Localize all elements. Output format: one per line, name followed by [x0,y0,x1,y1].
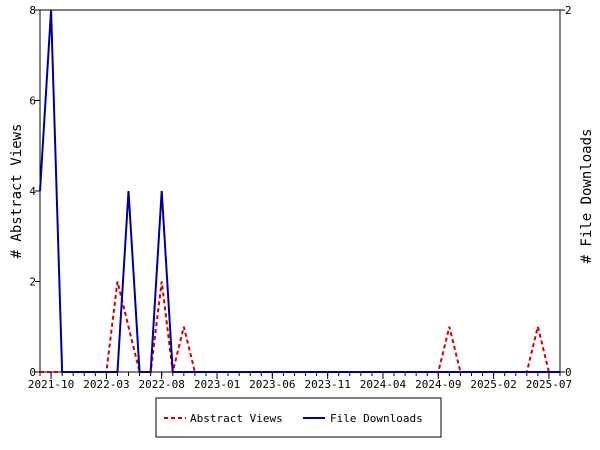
x-axis: 2021-10 2022-03 2022-08 2023-01 2023-06 2023-… [28,372,572,391]
left-axis-title: # Abstract Views [9,124,25,259]
left-y-tick-label: 4 [29,185,36,198]
right-y-axis: 02 [560,4,572,379]
legend: Abstract Views File Downloads [155,397,442,438]
left-y-axis: 0 2 4 6 8 [29,4,40,379]
x-tick-label: 2021-10 [28,378,74,391]
series-line-file-downloads [39,9,560,373]
x-tick-label: 2024-09 [415,378,461,391]
legend-box [155,397,442,438]
left-y-tick-label: 2 [29,276,36,289]
left-y-tick-label: 6 [29,95,36,108]
left-y-tick-label: 0 [29,366,36,379]
legend-label-abstract-views: Abstract Views [190,412,283,425]
series-line-abstract-views [40,281,560,373]
x-tick-label: 2022-08 [139,378,185,391]
x-tick-label: 2025-07 [526,378,572,391]
left-y-tick-label: 8 [29,4,36,17]
plot-area [39,9,561,373]
right-y-tick-label: 0 [565,366,572,379]
x-tick-label: 2025-02 [470,378,516,391]
right-axis-title: # File Downloads [579,129,595,264]
x-tick-label: 2023-11 [304,378,350,391]
legend-label-file-downloads: File Downloads [330,412,423,425]
series-layer [39,9,560,373]
x-tick-label: 2023-06 [249,378,295,391]
x-tick-label: 2023-01 [194,378,240,391]
right-y-tick-label: 2 [565,4,572,17]
x-tick-label: 2022-03 [83,378,129,391]
x-tick-label: 2024-04 [360,378,407,391]
